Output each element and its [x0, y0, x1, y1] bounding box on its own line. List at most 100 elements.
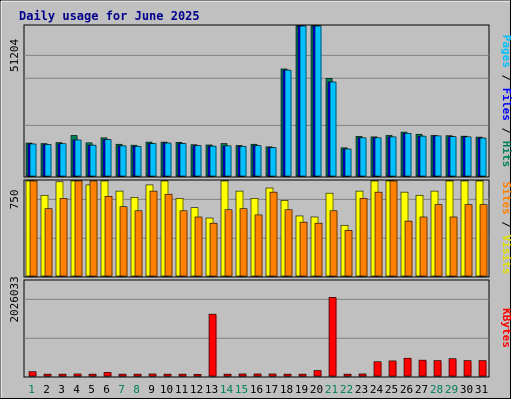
bar-sites-day-6	[104, 195, 113, 277]
bar-kbytes-day-24	[373, 361, 382, 377]
bar-pages-day-19	[299, 25, 307, 177]
bar-sites-day-1	[29, 180, 38, 277]
x-tick-label: 1	[28, 383, 35, 396]
bar-pages-day-21	[329, 81, 337, 177]
x-tick-label: 26	[400, 383, 413, 396]
bar-pages-day-26	[404, 133, 412, 177]
bar-kbytes-day-8	[133, 373, 142, 377]
bar-kbytes-day-31	[478, 360, 487, 377]
bar-kbytes-day-5	[88, 373, 97, 377]
bar-kbytes-day-12	[193, 374, 202, 377]
bar-pages-day-5	[89, 144, 97, 177]
bar-sites-day-7	[119, 206, 128, 277]
bar-sites-day-30	[464, 204, 473, 277]
legend-entry: Sites	[500, 182, 512, 215]
bar-kbytes-day-27	[418, 359, 427, 377]
x-tick-label: 16	[250, 383, 263, 396]
bar-kbytes-day-14	[223, 373, 232, 377]
x-tick-label: 17	[265, 383, 278, 396]
x-tick-label: 2	[43, 383, 50, 396]
x-tick-label: 7	[118, 383, 125, 396]
panel-hits: 51204	[8, 24, 490, 178]
bar-pages-day-12	[194, 145, 202, 177]
bar-pages-day-20	[314, 25, 322, 177]
bar-pages-day-11	[179, 143, 187, 177]
bar-pages-day-25	[389, 136, 397, 177]
bar-kbytes-day-30	[463, 360, 472, 377]
bar-kbytes-day-19	[298, 373, 307, 377]
x-tick-label: 3	[58, 383, 65, 396]
bar-pages-day-9	[149, 143, 157, 177]
bar-pages-day-18	[284, 69, 292, 177]
x-tick-label: 10	[160, 383, 173, 396]
panel-kbytes: 2026033	[8, 276, 490, 378]
bar-kbytes-day-21	[328, 297, 337, 377]
bar-pages-day-3	[59, 143, 67, 177]
bar-kbytes-day-6	[103, 372, 112, 377]
x-tick-label: 24	[370, 383, 384, 396]
x-tick-label: 27	[415, 383, 428, 396]
bar-pages-day-2	[44, 144, 52, 177]
bar-pages-day-6	[104, 139, 112, 177]
legend-entry: Files	[500, 88, 512, 121]
x-tick-label: 13	[205, 383, 218, 396]
x-tick-label: 14	[220, 383, 234, 396]
bar-pages-day-22	[344, 148, 352, 177]
bar-kbytes-day-15	[238, 373, 247, 377]
panel-border	[23, 24, 490, 178]
bar-kbytes-day-22	[343, 373, 352, 377]
bar-pages-day-28	[434, 135, 442, 177]
bar-sites-day-14	[224, 209, 233, 277]
bar-sites-day-26	[404, 220, 413, 277]
bar-sites-day-20	[314, 222, 323, 277]
bar-pages-day-4	[74, 139, 82, 177]
bar-pages-day-16	[254, 145, 262, 177]
x-tick-label: 30	[460, 383, 473, 396]
bar-kbytes-day-17	[268, 373, 277, 377]
legend-entry: Pages	[500, 35, 512, 68]
bar-sites-day-15	[239, 208, 248, 277]
legend-kbytes: KBytes	[500, 308, 512, 348]
bar-kbytes-day-4	[73, 373, 82, 377]
x-tick-label: 29	[445, 383, 458, 396]
bar-kbytes-day-13	[208, 313, 217, 377]
bar-sites-day-22	[344, 230, 353, 277]
bar-kbytes-day-11	[178, 373, 187, 377]
bar-pages-day-23	[359, 137, 367, 177]
legend-sites-visits: Sites / Visits	[500, 182, 512, 275]
bar-sites-day-16	[254, 214, 263, 277]
x-tick-label: 5	[88, 383, 95, 396]
bar-kbytes-day-29	[448, 358, 457, 377]
x-tick-label: 6	[103, 383, 110, 396]
bar-sites-day-5	[89, 180, 98, 277]
bar-pages-day-7	[119, 145, 127, 177]
x-tick-label: 21	[325, 383, 338, 396]
legend-entry: /	[500, 121, 512, 141]
x-tick-label: 23	[355, 383, 368, 396]
bar-sites-day-31	[479, 204, 488, 277]
x-tick-label: 25	[385, 383, 398, 396]
bar-pages-day-17	[269, 147, 277, 177]
bar-sites-day-3	[59, 198, 68, 277]
bar-sites-day-21	[329, 210, 338, 277]
panel-border	[23, 179, 490, 278]
bar-sites-day-19	[299, 221, 308, 277]
bar-sites-day-28	[434, 204, 443, 277]
x-tick-label: 8	[133, 383, 140, 396]
bar-pages-day-30	[464, 136, 472, 177]
panel-border	[23, 279, 490, 378]
bar-kbytes-day-23	[358, 373, 367, 377]
bar-sites-day-17	[269, 191, 278, 277]
bar-sites-day-18	[284, 209, 293, 277]
x-tick-label: 15	[235, 383, 248, 396]
bar-sites-day-8	[134, 210, 143, 277]
bar-kbytes-day-25	[388, 360, 397, 377]
bar-sites-day-2	[44, 208, 53, 277]
bar-sites-day-13	[209, 222, 218, 277]
bar-pages-day-27	[419, 135, 427, 177]
bar-kbytes-day-3	[58, 373, 67, 377]
x-tick-label: 11	[175, 383, 188, 396]
bar-sites-day-24	[374, 191, 383, 277]
bar-kbytes-day-28	[433, 360, 442, 377]
chart-title: Daily usage for June 2025	[19, 9, 200, 23]
